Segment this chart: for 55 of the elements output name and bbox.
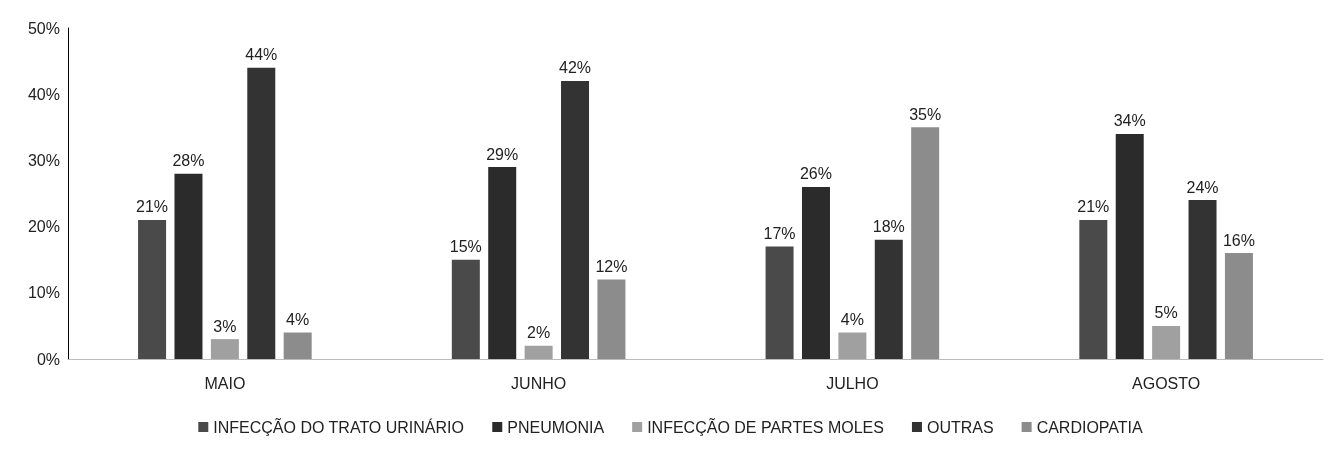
data-label: 35% [909, 105, 942, 123]
data-label: 29% [486, 145, 519, 163]
bar [838, 332, 867, 359]
legend-label: PNEUMONIA [507, 418, 605, 436]
data-label: 4% [286, 311, 310, 329]
bar [1188, 200, 1217, 359]
bar [138, 219, 167, 359]
bar [911, 127, 940, 359]
bar [1079, 219, 1108, 359]
bar [524, 345, 553, 359]
y-tick-label: 20% [27, 218, 60, 236]
legend-label: INFECÇÃO DE PARTES MOLES [647, 416, 884, 436]
data-label: 4% [840, 311, 864, 329]
legend-label: INFECÇÃO DO TRATO URINÁRIO [213, 416, 464, 436]
bar [174, 173, 203, 359]
x-tick-label: AGOSTO [1132, 374, 1201, 392]
bar [561, 80, 590, 359]
x-tick-label: MAIO [204, 374, 246, 392]
data-label: 21% [1077, 198, 1110, 216]
data-label: 17% [763, 224, 796, 242]
bar [247, 67, 276, 359]
data-label: 26% [799, 165, 832, 183]
bar [488, 167, 517, 359]
bar [801, 186, 830, 359]
y-tick-label: 10% [27, 284, 60, 302]
data-label: 16% [1222, 231, 1255, 249]
data-label: 2% [527, 324, 551, 342]
data-label: 3% [213, 317, 237, 335]
bar [874, 239, 903, 359]
y-tick-label: 40% [27, 85, 60, 103]
data-label: 5% [1154, 304, 1178, 322]
y-tick-label: 50% [27, 19, 60, 37]
bar [765, 246, 794, 359]
bar [451, 259, 480, 359]
legend-label: OUTRAS [926, 418, 994, 436]
bar [1152, 325, 1181, 359]
bar [283, 332, 312, 359]
y-tick-label: 30% [27, 151, 60, 169]
data-label: 34% [1113, 112, 1146, 130]
data-label: 24% [1186, 178, 1219, 196]
data-label: 18% [872, 218, 905, 236]
bar [1224, 253, 1253, 359]
data-label: 12% [595, 258, 628, 276]
bar [1115, 133, 1144, 359]
y-tick-label: 0% [36, 350, 60, 368]
legend-label: CARDIOPATIA [1036, 418, 1144, 436]
data-label: 44% [245, 46, 278, 64]
bar [210, 339, 239, 359]
x-tick-label: JULHO [826, 374, 879, 392]
data-label: 15% [449, 238, 482, 256]
x-tick-label: JUNHO [511, 374, 567, 392]
data-label: 28% [172, 152, 205, 170]
data-label: 21% [136, 198, 169, 216]
data-label: 42% [559, 59, 592, 77]
bar [597, 279, 626, 359]
